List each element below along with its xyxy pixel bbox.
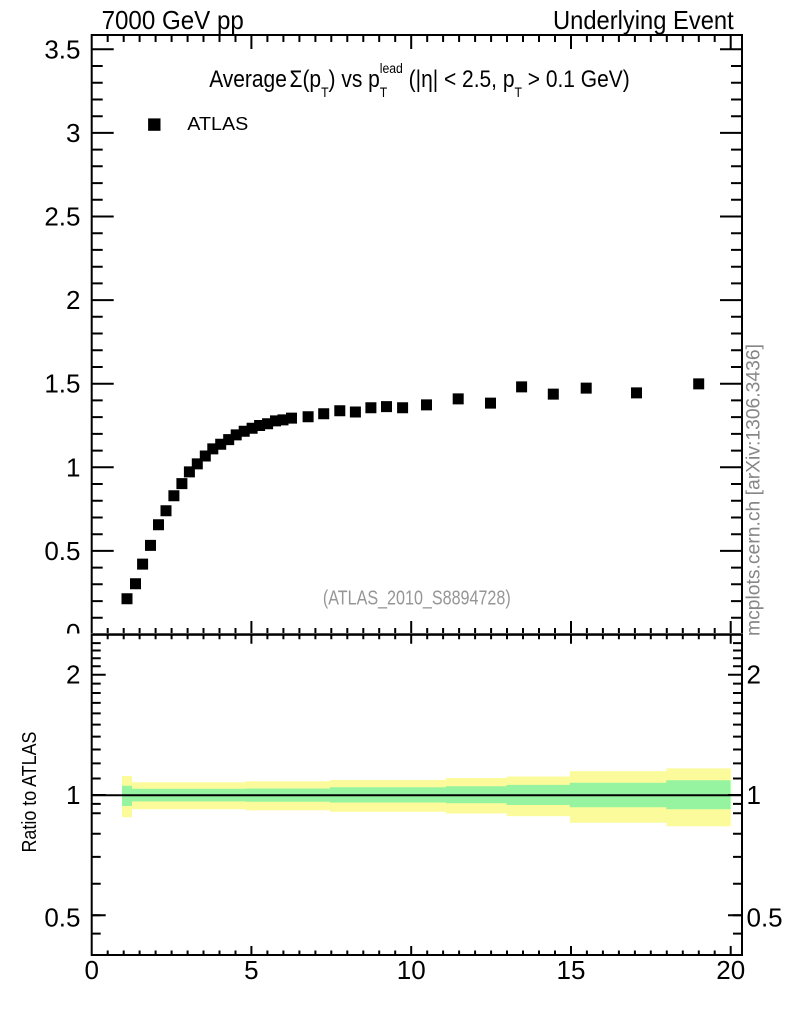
svg-text:ATLAS: ATLAS — [187, 113, 248, 134]
svg-text:Ratio to ATLAS: Ratio to ATLAS — [19, 732, 41, 853]
svg-text:3: 3 — [66, 118, 80, 148]
svg-text:Underlying Event: Underlying Event — [553, 5, 734, 35]
svg-text:2.5: 2.5 — [44, 202, 80, 232]
svg-text:0.5: 0.5 — [44, 536, 80, 566]
svg-text:1.5: 1.5 — [44, 369, 80, 399]
svg-text:20: 20 — [716, 955, 745, 985]
svg-text:1: 1 — [66, 452, 80, 482]
svg-text:7000 GeV pp: 7000 GeV pp — [102, 5, 244, 35]
svg-text:3.5: 3.5 — [44, 34, 80, 64]
svg-text:1: 1 — [747, 780, 761, 810]
svg-text:0.5: 0.5 — [44, 902, 80, 932]
svg-text:(ATLAS_2010_S8894728): (ATLAS_2010_S8894728) — [323, 588, 511, 610]
svg-text:10: 10 — [397, 955, 426, 985]
svg-text:mcplots.cern.ch [arXiv:1306.34: mcplots.cern.ch [arXiv:1306.3436] — [744, 344, 765, 636]
svg-text:15: 15 — [557, 955, 586, 985]
svg-text:2: 2 — [66, 660, 80, 690]
svg-text:2: 2 — [66, 285, 80, 315]
svg-text:5: 5 — [244, 955, 258, 985]
svg-text:0: 0 — [84, 955, 98, 985]
svg-text:0.5: 0.5 — [747, 902, 783, 932]
svg-text:1: 1 — [66, 780, 80, 810]
svg-text:2: 2 — [747, 660, 761, 690]
